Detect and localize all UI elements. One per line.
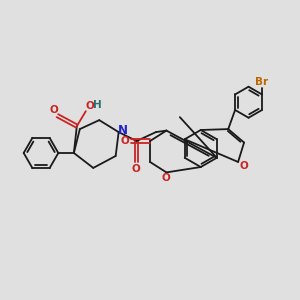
Text: N: N [118, 124, 128, 137]
Text: O: O [240, 161, 248, 171]
Text: O: O [161, 173, 170, 183]
Text: O: O [132, 164, 140, 173]
Text: O: O [121, 136, 130, 146]
Text: Br: Br [255, 77, 268, 87]
Text: O: O [85, 101, 94, 111]
Text: H: H [93, 100, 101, 110]
Text: O: O [49, 105, 58, 115]
